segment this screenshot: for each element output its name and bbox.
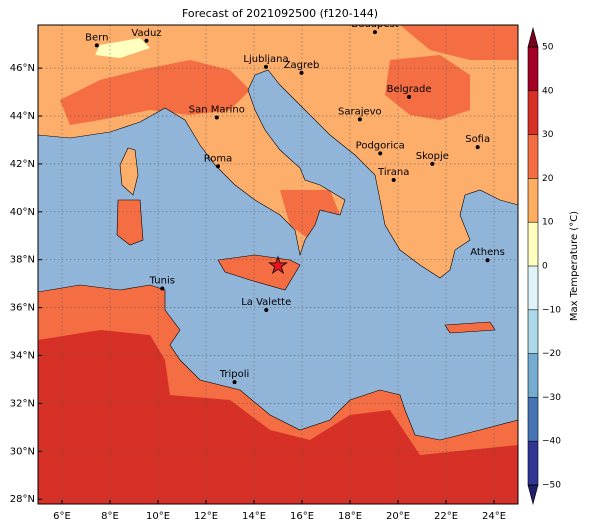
colorbar-bin bbox=[528, 47, 538, 91]
y-tick-label: 38°N bbox=[10, 255, 35, 266]
colorbar-bin bbox=[528, 134, 538, 179]
city-label: Budapest bbox=[351, 19, 398, 30]
y-tick-label: 32°N bbox=[10, 398, 35, 409]
colorbar-bin bbox=[528, 397, 538, 442]
colorbar-tick-label: −30 bbox=[542, 393, 561, 403]
warm-zone bbox=[400, 25, 518, 60]
colorbar-label: Max Temperature (°C) bbox=[569, 211, 580, 321]
x-tick-label: 10°E bbox=[146, 511, 170, 522]
city-label: Skopje bbox=[416, 151, 449, 162]
city-dot bbox=[299, 70, 304, 75]
colorbar-bin bbox=[528, 90, 538, 135]
city-label: Sarajevo bbox=[338, 106, 382, 117]
colorbar-tick-label: −50 bbox=[542, 481, 561, 491]
y-tick-label: 40°N bbox=[10, 207, 35, 218]
city-label: Ljubljana bbox=[243, 54, 288, 65]
warm-zone bbox=[385, 55, 470, 120]
colorbar-bin bbox=[528, 441, 538, 485]
colorbar-tick-label: −40 bbox=[542, 437, 561, 447]
y-tick-label: 34°N bbox=[10, 351, 35, 362]
island bbox=[444, 321, 496, 334]
y-tick-label: 28°N bbox=[10, 494, 35, 505]
warm-zone bbox=[60, 60, 250, 125]
x-tick-label: 12°E bbox=[194, 511, 218, 522]
colorbar-tick-label: 10 bbox=[542, 218, 554, 228]
y-tick-label: 30°N bbox=[10, 446, 35, 457]
map-frame bbox=[37, 24, 519, 505]
colorbar-bin bbox=[528, 222, 538, 266]
colorbar-over bbox=[527, 26, 539, 48]
city-dot bbox=[357, 117, 362, 122]
colorbar-tick-label: 40 bbox=[542, 86, 554, 96]
colorbar-bin bbox=[528, 353, 538, 398]
x-tick-label: 6°E bbox=[53, 511, 71, 522]
city-label: Tunis bbox=[149, 275, 175, 286]
cool-patch bbox=[95, 38, 150, 58]
city-label: Tirana bbox=[377, 167, 409, 178]
city-dot bbox=[264, 64, 268, 69]
city-dot bbox=[475, 145, 480, 150]
y-tick-label: 36°N bbox=[10, 303, 35, 314]
city-label: Bern bbox=[85, 32, 108, 43]
city-dot bbox=[485, 258, 490, 263]
island bbox=[119, 147, 139, 196]
x-tick-label: 16°E bbox=[290, 511, 314, 522]
city-label: Vaduz bbox=[131, 28, 161, 39]
x-tick-label: 20°E bbox=[386, 511, 410, 522]
colorbar-bin bbox=[528, 309, 538, 354]
colorbar-tick-label: 20 bbox=[542, 174, 554, 184]
city-dot bbox=[216, 164, 220, 169]
city-label: La Valette bbox=[241, 297, 291, 308]
city-label: Belgrade bbox=[387, 84, 432, 95]
city-label: Podgorica bbox=[356, 140, 405, 151]
city-dot bbox=[372, 30, 377, 35]
map-title: Forecast of 2021092500 (f120-144) bbox=[182, 7, 378, 20]
colorbar-under bbox=[527, 484, 539, 506]
city-dot bbox=[264, 308, 269, 313]
colorbar-tick-label: 0 bbox=[542, 262, 548, 272]
city-dot bbox=[407, 94, 412, 99]
city-dot bbox=[378, 151, 383, 156]
event-marker bbox=[268, 255, 288, 275]
city-dot bbox=[94, 43, 99, 48]
city-dot bbox=[160, 286, 165, 291]
y-tick-label: 44°N bbox=[10, 111, 35, 122]
y-tick-label: 42°N bbox=[10, 159, 35, 170]
x-tick-label: 18°E bbox=[338, 511, 362, 522]
x-tick-label: 8°E bbox=[101, 511, 119, 522]
x-tick-label: 14°E bbox=[242, 511, 266, 522]
colorbar-tick-label: 50 bbox=[542, 43, 554, 53]
city-dot bbox=[232, 380, 237, 385]
city-dot bbox=[214, 115, 219, 120]
city-dot bbox=[144, 38, 149, 43]
colorbar-bin bbox=[528, 178, 538, 223]
city-dot bbox=[391, 177, 396, 182]
y-tick-label: 46°N bbox=[10, 63, 35, 74]
city-label: San Marino bbox=[189, 104, 245, 115]
colorbar-tick-label: 30 bbox=[542, 130, 554, 140]
colorbar-bin bbox=[528, 266, 538, 310]
x-tick-label: 24°E bbox=[482, 511, 506, 522]
colorbar-tick-label: −10 bbox=[542, 305, 561, 315]
x-tick-label: 22°E bbox=[434, 511, 458, 522]
city-label: Zagreb bbox=[284, 60, 320, 71]
city-label: Athens bbox=[470, 247, 505, 258]
colorbar-tick-label: −20 bbox=[542, 349, 561, 359]
island bbox=[116, 199, 144, 246]
city-label: Roma bbox=[204, 153, 233, 164]
city-label: Tripoli bbox=[219, 369, 250, 380]
city-label: Sofia bbox=[465, 134, 490, 145]
city-dot bbox=[430, 161, 435, 166]
